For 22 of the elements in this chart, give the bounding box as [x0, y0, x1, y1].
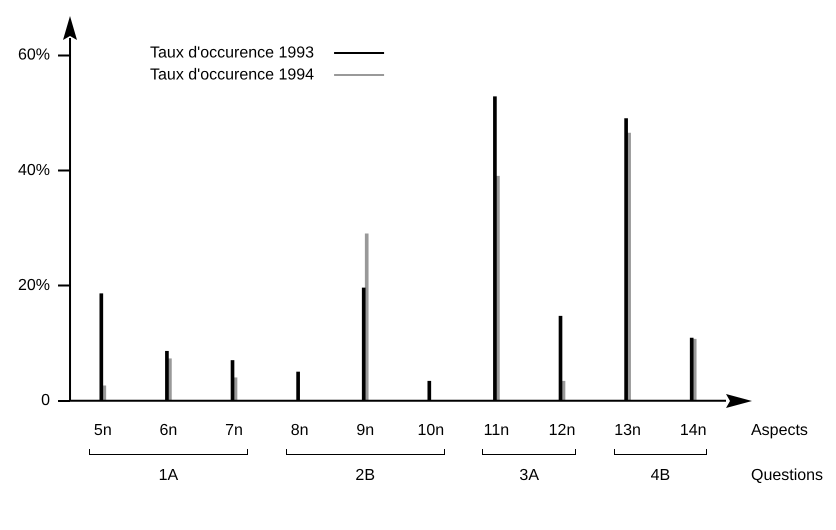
x-tick-label: 6n [160, 422, 178, 439]
x-tick-label: 11n [484, 422, 510, 439]
text: 2B [355, 467, 375, 484]
y-tick-label: 0 [41, 392, 50, 410]
legend-label: Taux d'occurence 1994 [150, 66, 314, 84]
x-tick-label: 8n [290, 422, 309, 439]
x-tick-label: 14n [680, 422, 707, 439]
y-tick-label: 60% [18, 46, 50, 64]
y-tick-label: 40% [18, 162, 50, 179]
text: 3A [519, 467, 540, 484]
x-tick-label: 10n [417, 422, 444, 439]
text: 4B [650, 467, 670, 484]
legend-label: Taux d'occurence 1993 [150, 44, 314, 62]
y-tick-label: 20% [18, 277, 50, 294]
x-tick-label: 9n [356, 422, 374, 439]
x-tick-label: 13n [614, 422, 641, 439]
x-axis-title: Aspects [751, 422, 808, 440]
x-tick-label: 7n [225, 422, 243, 439]
text: Questions [751, 467, 824, 484]
x-tick-label: 12n [548, 422, 576, 439]
x-tick-label: 5n [94, 422, 112, 439]
text: 1A [158, 467, 179, 484]
